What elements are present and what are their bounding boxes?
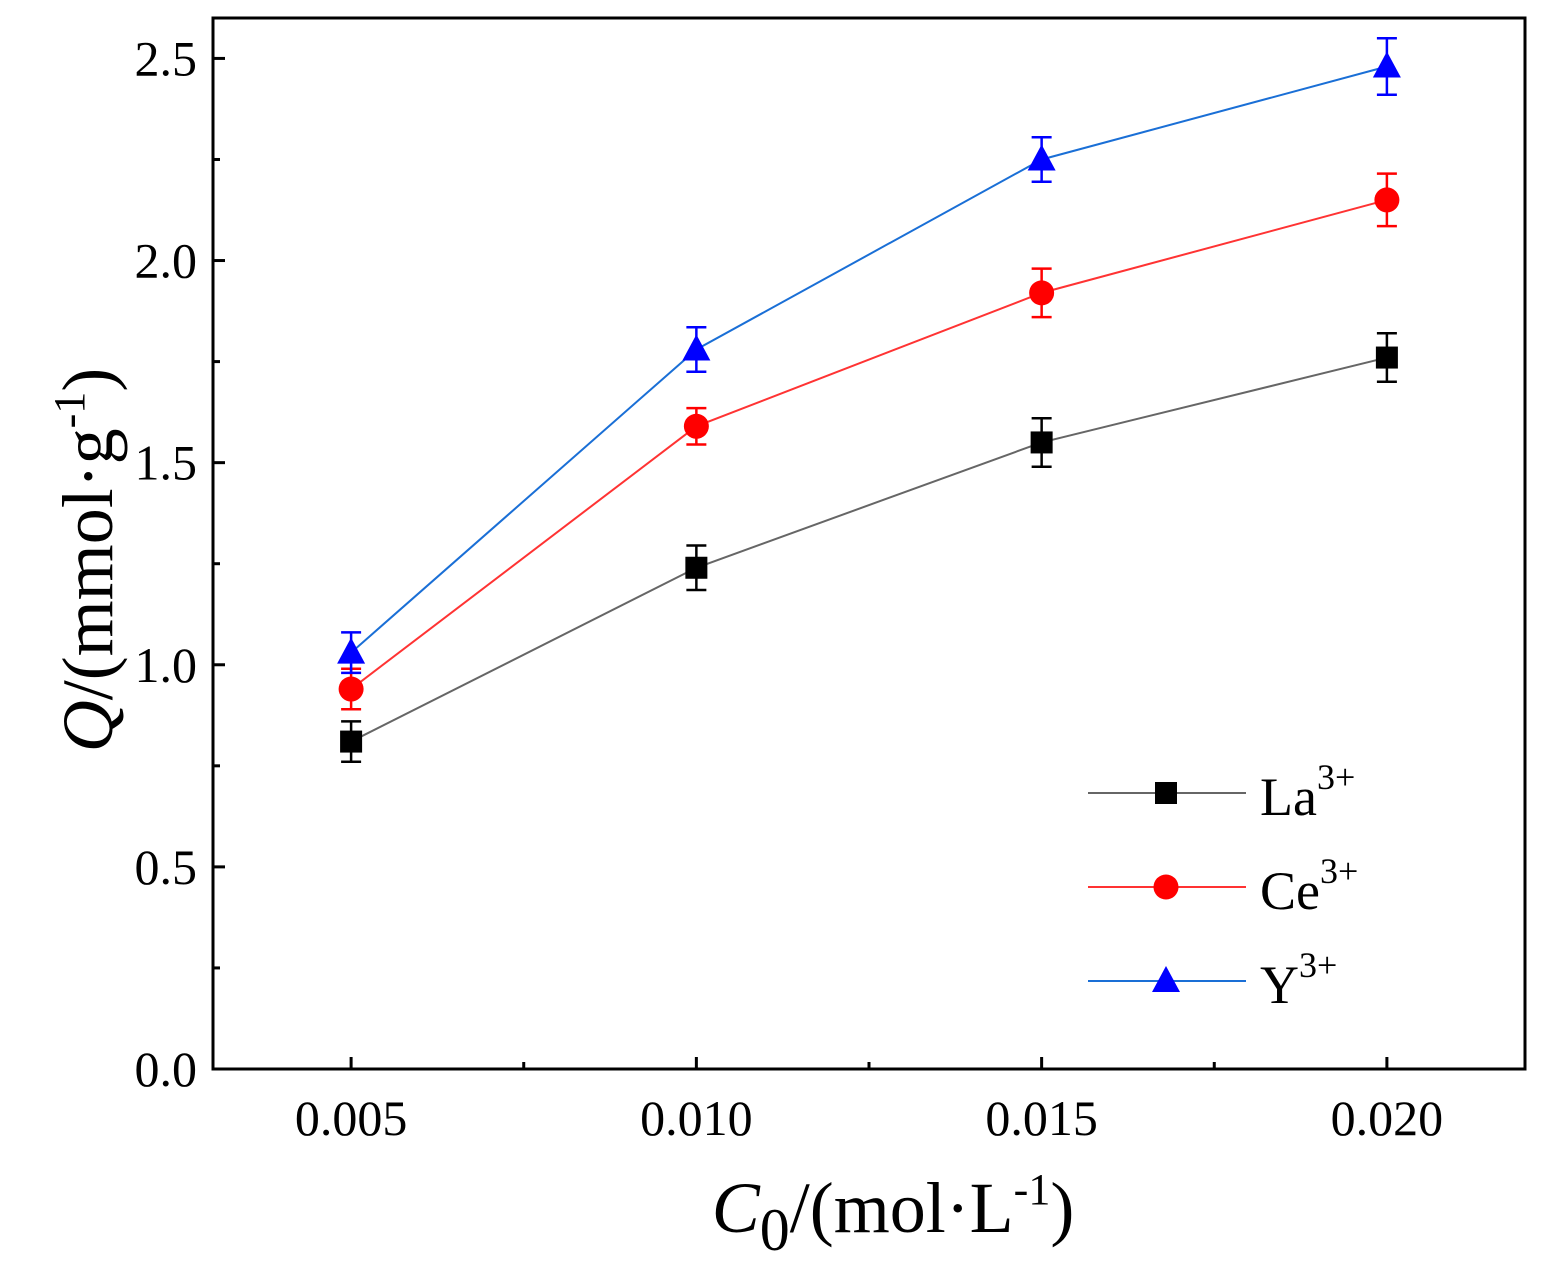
axes-layer: 0.0 0.5 1.0 1.5 2.0 2.5 0.005 0.010 0.015 0.020 <box>135 16 1527 1146</box>
data-point-ce <box>1029 280 1055 306</box>
y-tick-label: 2.0 <box>135 233 198 289</box>
x-tick-label: 0.005 <box>295 1090 408 1146</box>
data-point-y <box>1372 51 1401 78</box>
data-point-y <box>1027 144 1056 171</box>
series-ce <box>338 172 1400 711</box>
legend-label: Y3+ <box>1260 945 1337 1015</box>
data-point-y <box>337 637 366 664</box>
x-tick-label: 0.020 <box>1331 1090 1444 1146</box>
data-point-la <box>1030 431 1053 454</box>
data-point-y <box>682 334 711 361</box>
legend: La3+ Ce3+ Y3+ <box>1088 757 1358 1015</box>
data-point-la <box>685 556 708 579</box>
x-tick-label: 0.010 <box>640 1090 753 1146</box>
y-tick-label: 1.5 <box>135 435 198 491</box>
series-la <box>340 332 1398 764</box>
data-point-ce <box>683 413 709 439</box>
plot-frame <box>211 16 1527 1071</box>
legend-label: La3+ <box>1260 757 1355 827</box>
data-point-la <box>1375 346 1398 369</box>
y-tick-label: 0.5 <box>135 839 198 895</box>
y-tick-label: 1.0 <box>135 637 198 693</box>
series-line-ce <box>350 198 1388 690</box>
series-y <box>337 36 1401 675</box>
legend-marker <box>1155 782 1177 804</box>
legend-item-y: Y3+ <box>1088 945 1337 1015</box>
x-axis-title: C0/(mol·L-1) <box>712 1165 1075 1263</box>
data-point-ce <box>338 676 364 702</box>
y-tick-label: 0.0 <box>135 1041 198 1097</box>
legend-item-ce: Ce3+ <box>1088 851 1358 921</box>
data-point-la <box>340 730 363 753</box>
legend-marker <box>1152 966 1180 992</box>
x-tick-label: 0.015 <box>985 1090 1098 1146</box>
series-line-y <box>350 65 1388 654</box>
series-layer <box>337 36 1401 764</box>
y-axis-title: Q/(mmol·g-1) <box>45 368 128 753</box>
legend-item-la: La3+ <box>1088 757 1355 827</box>
series-line-la <box>350 356 1388 743</box>
data-point-ce <box>1374 187 1400 213</box>
legend-marker <box>1153 874 1179 900</box>
legend-label: Ce3+ <box>1260 851 1358 921</box>
y-tick-label: 2.5 <box>135 30 198 86</box>
